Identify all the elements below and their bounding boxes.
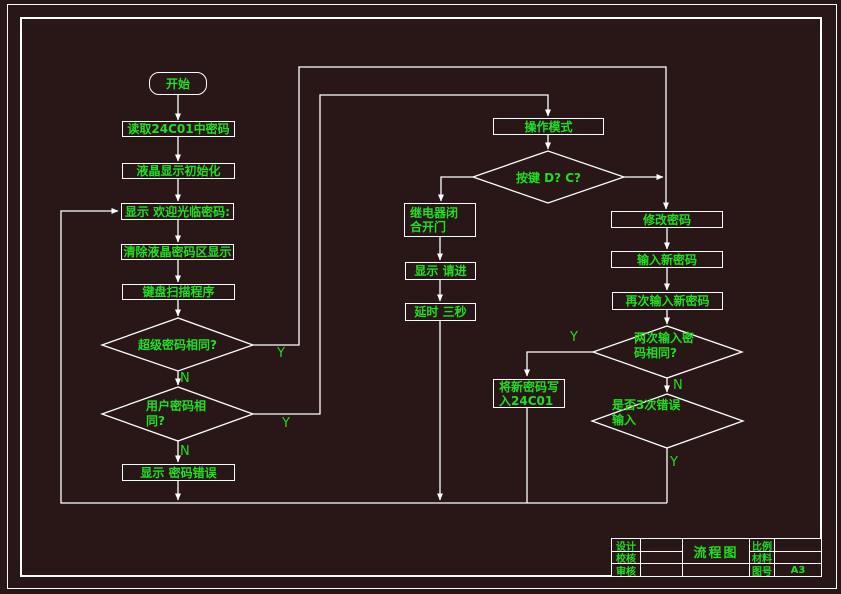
title-block-material-value	[775, 552, 821, 563]
title-block-material-label: 材料	[750, 552, 774, 563]
flow-node-delay-three-seconds: 延时 三秒	[405, 303, 476, 321]
drawing-border-inner	[20, 17, 822, 577]
connector-two-yes	[524, 351, 593, 377]
flow-node-relay-open-door: 继电器闭 合开门	[404, 203, 476, 237]
branch-label-two-inputs-no: N	[673, 378, 683, 393]
drawing-border-outer	[7, 4, 837, 589]
flow-node-show-welcome: 显示 欢迎光临密码:	[121, 203, 234, 220]
flow-node-show-password-error: 显示 密码错误	[122, 464, 235, 481]
connector-key-left	[438, 176, 473, 202]
flow-node-lcd-init: 液晶显示初始化	[122, 163, 235, 179]
flow-node-write-new-password: 将新密码写 入24C01	[493, 379, 565, 408]
title-block-drawing-no-label: 图号	[750, 564, 774, 576]
decision-label-key: 按键 D? C?	[515, 171, 582, 185]
title-block-scale-value	[775, 539, 821, 551]
branch-label-super-yes: Y	[277, 346, 285, 361]
flow-node-start: 开始	[149, 72, 207, 95]
title-block-center-bottom	[683, 564, 749, 576]
decision-diamond-user-password	[100, 386, 255, 442]
title-block-check-label: 校核	[612, 552, 640, 563]
flow-node-read-password: 读取24C01中密码	[122, 121, 235, 137]
decision-diamond-two-inputs	[591, 325, 744, 379]
connector-loop-back	[60, 208, 667, 504]
title-block-design-label: 设计	[612, 539, 640, 551]
decision-label-two-inputs: 两次输入密 码相同?	[634, 331, 695, 360]
flow-node-operation-mode: 操作模式	[493, 118, 604, 135]
title-block-drawing-title: 流程图	[683, 539, 749, 563]
branch-label-user-yes: Y	[282, 416, 290, 431]
branch-label-two-inputs-yes: Y	[570, 330, 578, 345]
decision-diamond-super-password	[100, 317, 255, 372]
title-block-review-value	[641, 564, 682, 576]
title-block: 设计 流程图 比例 校核 材料 审核 图号 A3	[611, 538, 822, 577]
branch-label-three-wrong-yes: Y	[670, 455, 678, 470]
flow-node-keyboard-scan: 键盘扫描程序	[122, 284, 235, 300]
title-block-check-value	[641, 552, 682, 563]
flow-node-show-please-enter: 显示 请进	[405, 262, 476, 280]
title-block-review-label: 审核	[612, 564, 640, 576]
decision-label-super-password: 超级密码相同?	[138, 338, 217, 352]
branch-label-user-no: N	[180, 444, 190, 459]
connector-super-yes	[253, 66, 669, 346]
decision-label-user-password: 用户密码相 同?	[146, 399, 207, 428]
decision-label-three-wrong: 是否3次错误 输入	[612, 398, 681, 427]
title-block-scale-label: 比例	[750, 539, 774, 551]
flow-node-reinput-new-password: 再次输入新密码	[612, 292, 723, 310]
decision-diamond-three-wrong	[590, 393, 745, 449]
title-block-design-value	[641, 539, 682, 551]
flow-node-clear-password-area: 清除液晶密码区显示	[121, 244, 234, 260]
flow-node-modify-password: 修改密码	[611, 211, 723, 228]
title-block-drawing-no-value: A3	[775, 564, 821, 576]
connector-user-yes	[253, 94, 551, 415]
decision-diamond-key	[471, 150, 627, 204]
branch-label-super-no: N	[180, 371, 190, 386]
flow-node-input-new-password: 输入新密码	[611, 251, 723, 268]
